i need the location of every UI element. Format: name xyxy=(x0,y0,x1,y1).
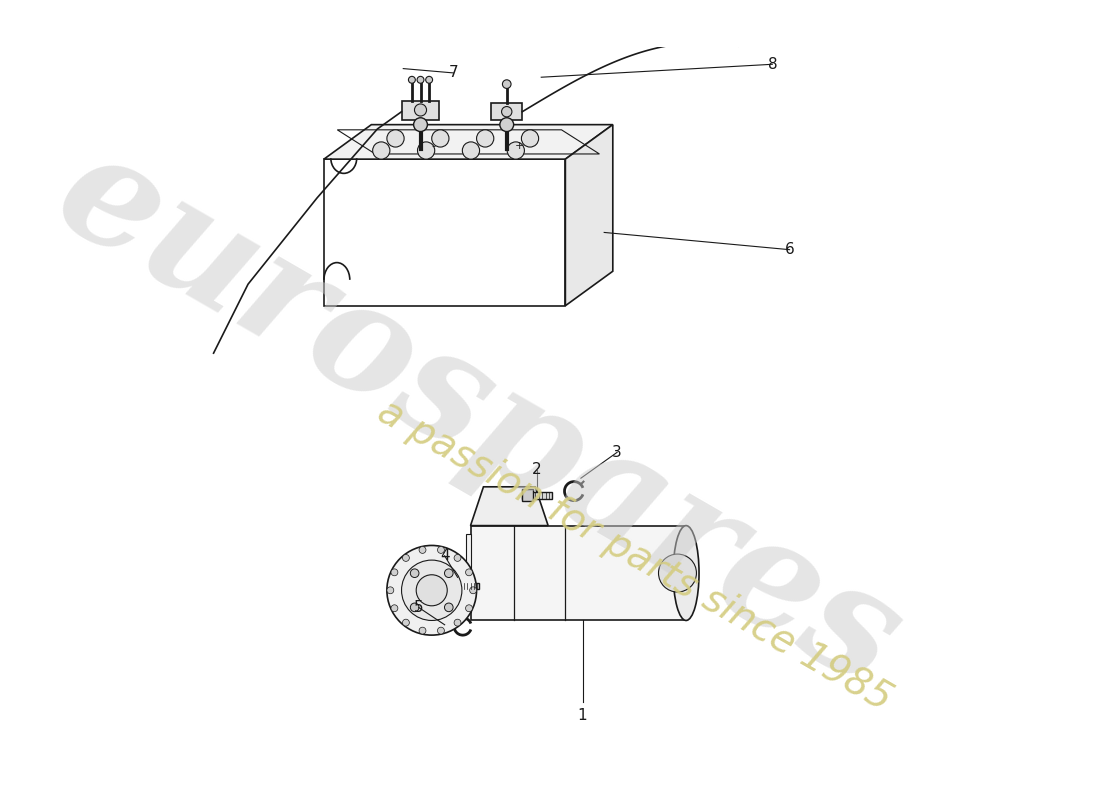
Circle shape xyxy=(416,574,448,606)
Circle shape xyxy=(470,587,476,594)
Polygon shape xyxy=(471,526,686,621)
Circle shape xyxy=(419,627,426,634)
Circle shape xyxy=(454,554,461,562)
Polygon shape xyxy=(492,103,522,120)
Text: 4: 4 xyxy=(440,548,450,563)
Polygon shape xyxy=(453,580,462,592)
Circle shape xyxy=(521,130,539,147)
Circle shape xyxy=(503,80,512,89)
Circle shape xyxy=(462,142,480,159)
Circle shape xyxy=(410,569,419,578)
Text: 5: 5 xyxy=(414,600,424,615)
Circle shape xyxy=(444,569,453,578)
Circle shape xyxy=(507,142,525,159)
Text: 6: 6 xyxy=(784,242,794,257)
Circle shape xyxy=(418,142,434,159)
Polygon shape xyxy=(522,490,532,502)
Circle shape xyxy=(403,554,409,562)
Text: 8: 8 xyxy=(768,57,777,72)
Polygon shape xyxy=(323,159,565,306)
Text: 1: 1 xyxy=(578,708,587,723)
Polygon shape xyxy=(323,125,613,159)
Polygon shape xyxy=(471,487,548,526)
Circle shape xyxy=(390,569,398,576)
Circle shape xyxy=(387,546,476,635)
Circle shape xyxy=(415,104,427,116)
Circle shape xyxy=(387,587,394,594)
Circle shape xyxy=(410,603,419,612)
Ellipse shape xyxy=(673,526,698,621)
Circle shape xyxy=(476,130,494,147)
Circle shape xyxy=(414,118,428,131)
Circle shape xyxy=(408,76,416,83)
Polygon shape xyxy=(466,534,471,612)
Circle shape xyxy=(438,546,444,554)
Circle shape xyxy=(426,76,432,83)
Circle shape xyxy=(403,619,409,626)
Circle shape xyxy=(499,118,514,131)
Circle shape xyxy=(419,546,426,554)
Circle shape xyxy=(465,569,473,576)
Circle shape xyxy=(402,560,462,621)
Circle shape xyxy=(417,76,424,83)
Circle shape xyxy=(390,605,398,612)
Circle shape xyxy=(465,605,473,612)
Polygon shape xyxy=(402,102,440,120)
Circle shape xyxy=(373,142,389,159)
Polygon shape xyxy=(565,125,613,306)
Circle shape xyxy=(438,627,444,634)
Text: a passion for parts since 1985: a passion for parts since 1985 xyxy=(371,393,898,719)
Circle shape xyxy=(444,603,453,612)
Circle shape xyxy=(387,130,404,147)
Text: 2: 2 xyxy=(532,462,541,477)
Polygon shape xyxy=(522,492,552,499)
Text: 3: 3 xyxy=(613,445,621,460)
Text: -: - xyxy=(431,142,436,151)
Circle shape xyxy=(454,619,461,626)
Polygon shape xyxy=(453,582,480,590)
Circle shape xyxy=(502,106,512,117)
Circle shape xyxy=(659,554,696,592)
Text: +: + xyxy=(515,142,525,151)
Text: 7: 7 xyxy=(449,66,458,81)
Circle shape xyxy=(431,130,449,147)
Text: eurospares: eurospares xyxy=(32,117,926,719)
